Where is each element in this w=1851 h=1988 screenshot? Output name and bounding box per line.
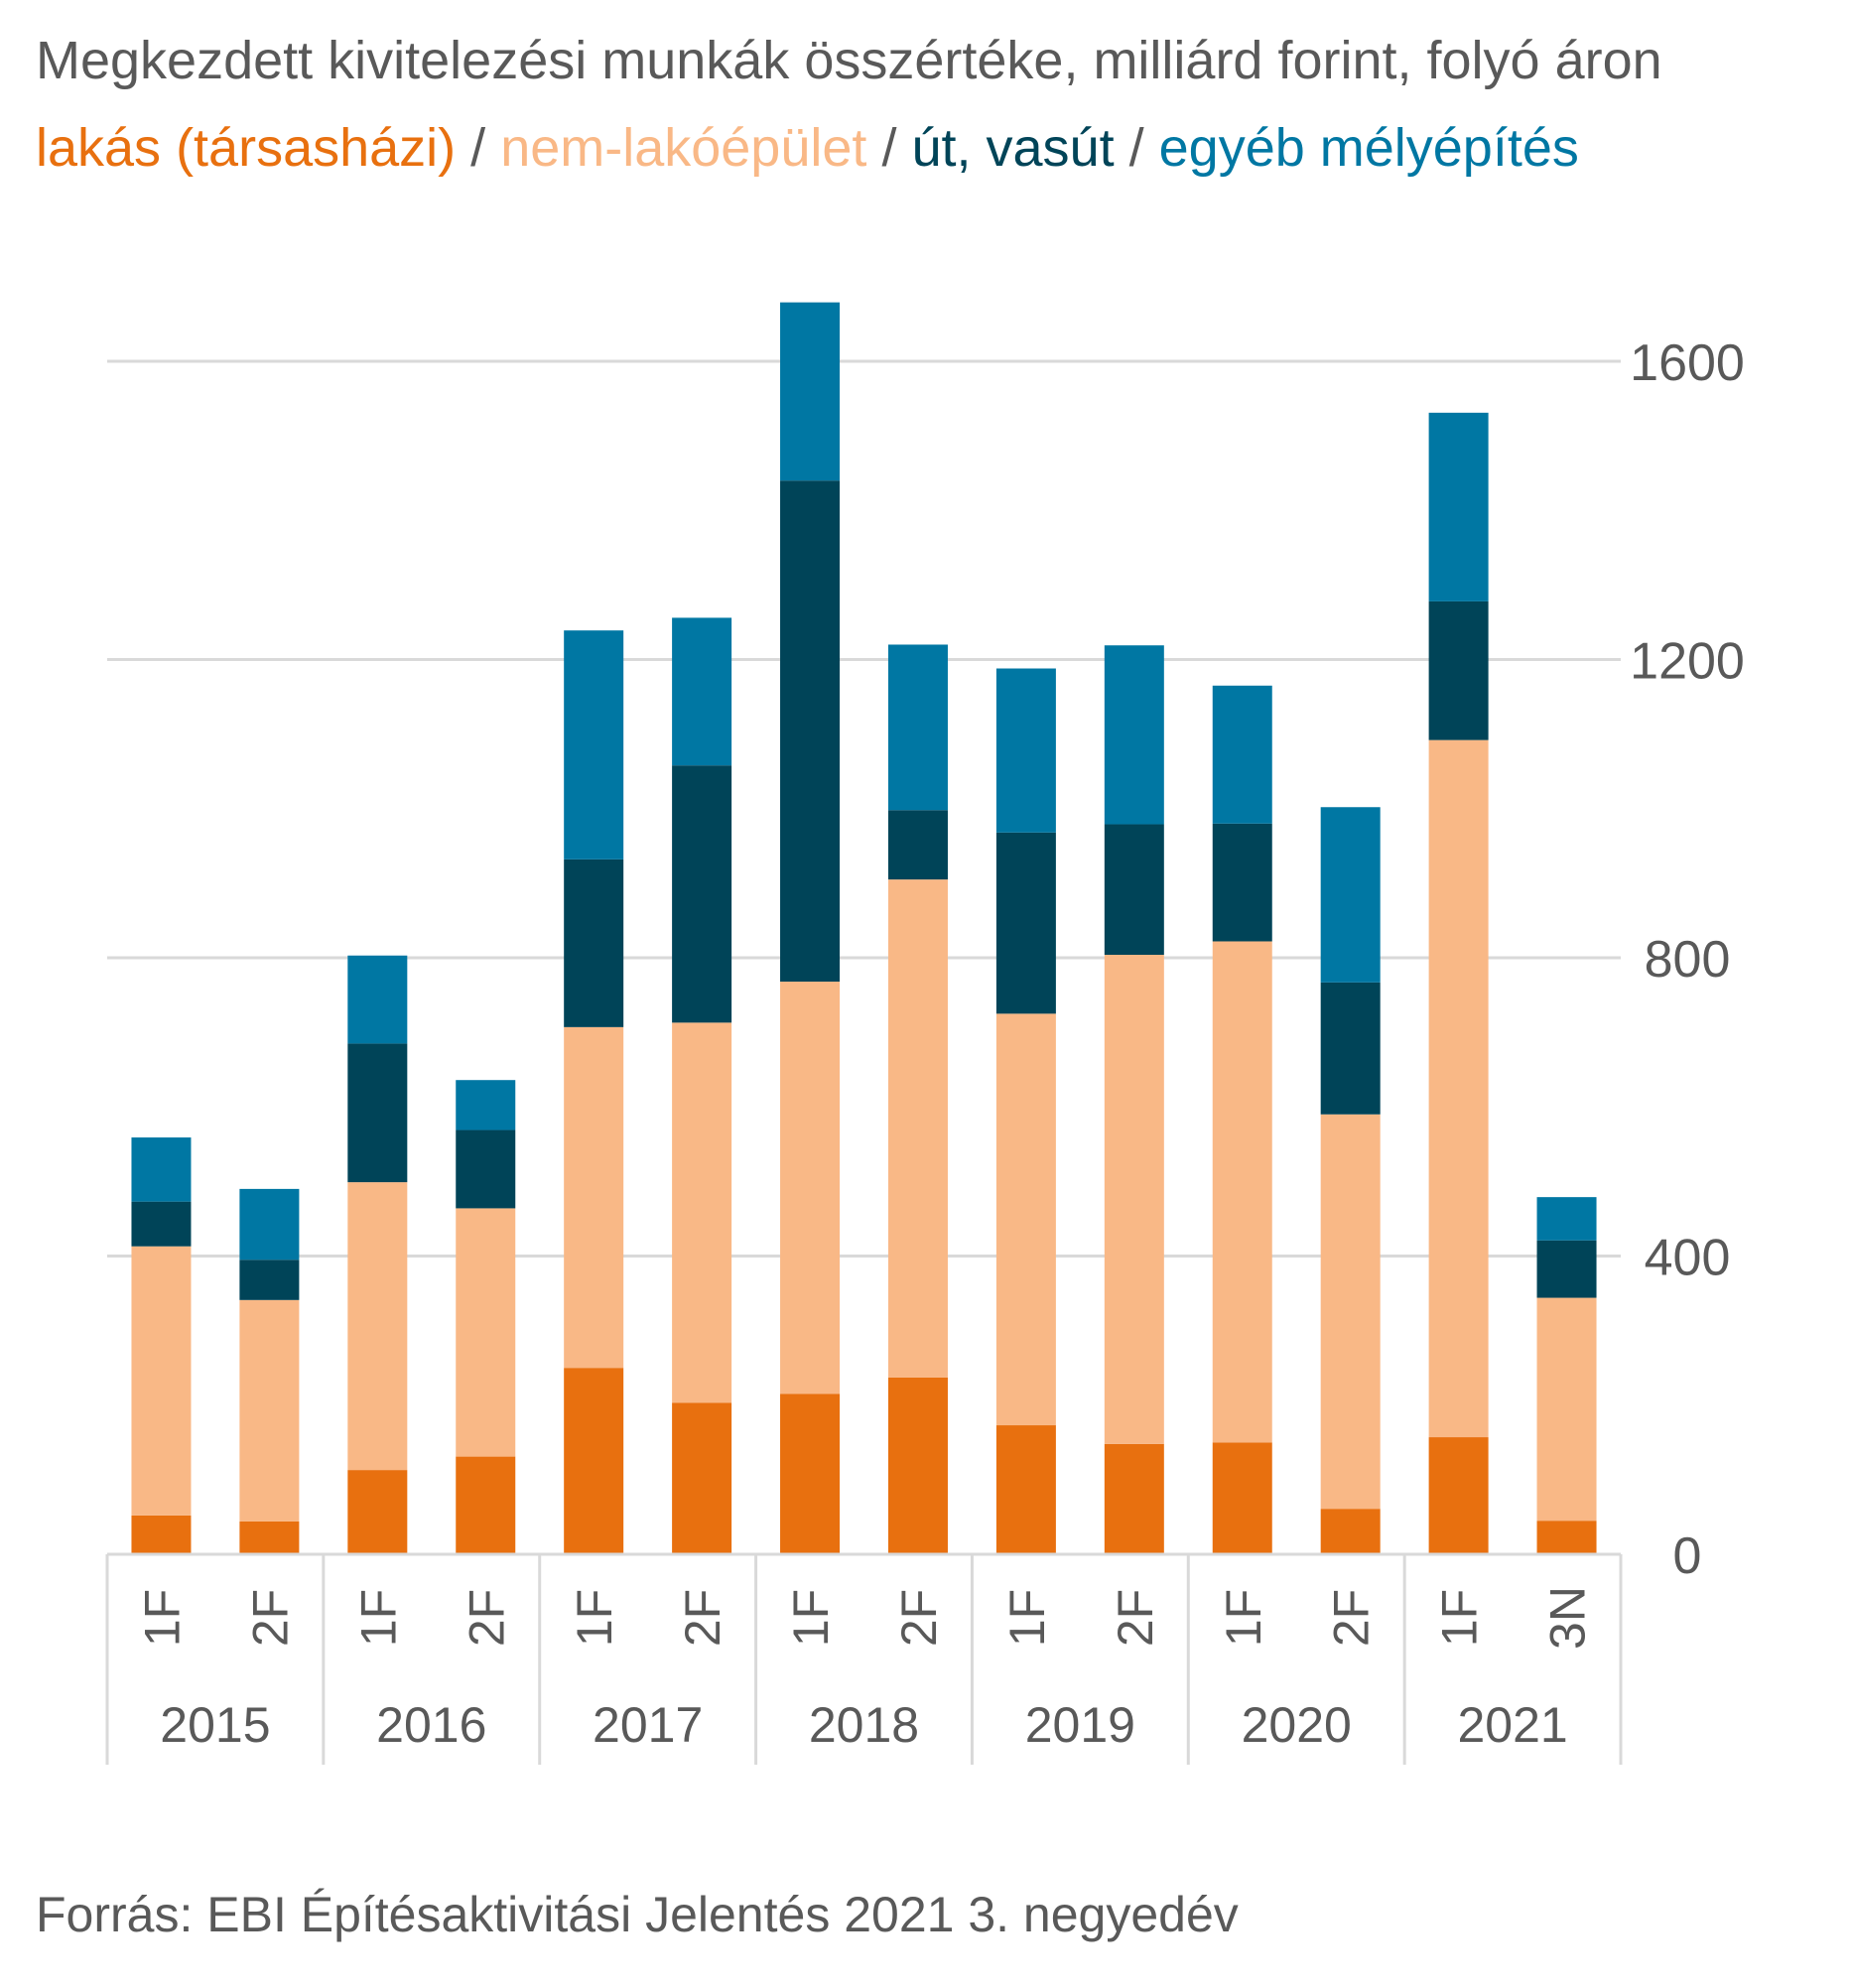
bar-segment xyxy=(564,1026,624,1369)
x-tick-label: 1F xyxy=(999,1589,1055,1647)
x-tick-label: 1F xyxy=(1432,1589,1488,1647)
bar-segment xyxy=(456,1129,516,1209)
legend-item-nem-lakoepulet: nem-lakóépület xyxy=(500,118,867,178)
bar-segment xyxy=(780,982,841,1394)
bar-segment xyxy=(131,1515,192,1554)
bar-segment xyxy=(1212,823,1272,942)
y-tick-label: 1600 xyxy=(1630,334,1745,392)
year-label: 2017 xyxy=(593,1697,703,1753)
x-tick-label: 2F xyxy=(675,1589,730,1647)
year-label: 2019 xyxy=(1025,1697,1135,1753)
legend-item-egyeb-melyepites: egyéb mélyépítés xyxy=(1158,118,1579,178)
y-tick-label: 800 xyxy=(1645,931,1731,989)
bar-segment xyxy=(672,1402,732,1554)
bar-segment xyxy=(1104,645,1164,825)
x-tick-label: 1F xyxy=(1216,1589,1271,1647)
y-tick-label: 0 xyxy=(1673,1527,1702,1585)
bar-segment xyxy=(995,668,1056,833)
bar-segment xyxy=(1104,1443,1164,1554)
bar-segment xyxy=(1212,1442,1272,1554)
bar-segment xyxy=(672,617,732,766)
bar-segment xyxy=(887,879,948,1378)
x-tick-label: 2F xyxy=(1324,1589,1380,1647)
bar-segment xyxy=(995,1013,1056,1426)
x-tick-label: 3N xyxy=(1540,1586,1596,1650)
bar-segment xyxy=(1536,1240,1597,1298)
x-tick-label: 1F xyxy=(783,1589,839,1647)
bar-segment xyxy=(347,955,408,1044)
bar-segment xyxy=(1536,1521,1597,1554)
bar-segment xyxy=(995,832,1056,1014)
legend-item-ut-vasut: út, vasút xyxy=(911,118,1115,178)
bar-segment xyxy=(1536,1197,1597,1241)
bar-segment xyxy=(672,1022,732,1403)
y-tick-label: 400 xyxy=(1645,1230,1731,1287)
x-tick-label: 1F xyxy=(350,1589,406,1647)
bar-segment xyxy=(456,1456,516,1554)
bar-segment xyxy=(1428,412,1489,601)
bar-segment xyxy=(887,810,948,880)
year-label: 2016 xyxy=(376,1697,486,1753)
year-label: 2021 xyxy=(1457,1697,1567,1753)
legend-item-lakas: lakás (társasházi) xyxy=(36,118,457,178)
bar-segment xyxy=(780,1393,841,1554)
bar-segment xyxy=(347,1043,408,1183)
bar-segment xyxy=(780,302,841,481)
bar-segment xyxy=(1212,941,1272,1443)
bar-segment xyxy=(239,1188,300,1260)
y-tick-label: 1200 xyxy=(1630,633,1745,691)
year-label: 2020 xyxy=(1242,1697,1352,1753)
bar-segment xyxy=(1212,685,1272,824)
bar-segment xyxy=(131,1137,192,1202)
bar-segment xyxy=(1428,1437,1489,1554)
bar-segment xyxy=(131,1246,192,1516)
bar-segment xyxy=(564,630,624,860)
chart-title: Megkezdett kivitelezési munkák összérték… xyxy=(36,31,1662,90)
bar-segment xyxy=(780,480,841,983)
legend-separator: / xyxy=(470,118,486,178)
bar-segment xyxy=(1428,600,1489,740)
bar-segment xyxy=(887,1377,948,1554)
bar-segment xyxy=(131,1201,192,1247)
bar-segment xyxy=(672,765,732,1023)
bar-segment xyxy=(1320,982,1381,1115)
bar-segment xyxy=(1320,1509,1381,1554)
x-tick-label: 2F xyxy=(459,1589,514,1647)
x-tick-label: 1F xyxy=(134,1589,190,1647)
x-tick-label: 2F xyxy=(242,1589,298,1647)
bar-segment xyxy=(1320,807,1381,983)
x-tick-label: 2F xyxy=(1108,1589,1163,1647)
bar-segment xyxy=(456,1208,516,1457)
bar-segment xyxy=(564,1368,624,1554)
bar-segment xyxy=(995,1425,1056,1554)
x-tick-label: 1F xyxy=(567,1589,622,1647)
bar-segment xyxy=(1320,1114,1381,1510)
source-note: Forrás: EBI Építésaktivitási Jelentés 20… xyxy=(36,1887,1239,1942)
bar-segment xyxy=(1428,739,1489,1438)
bar-segment xyxy=(239,1259,300,1300)
bar-segment xyxy=(456,1080,516,1130)
x-tick-label: 2F xyxy=(891,1589,947,1647)
legend-separator: / xyxy=(1128,118,1144,178)
bar-segment xyxy=(239,1521,300,1554)
legend: lakás (társasházi) / nem-lakóépület / út… xyxy=(36,117,1579,179)
bar-segment xyxy=(347,1470,408,1554)
bar-segment xyxy=(239,1299,300,1522)
bar-segment xyxy=(1104,954,1164,1444)
bar-segment xyxy=(564,859,624,1027)
year-label: 2015 xyxy=(160,1697,270,1753)
bar-segment xyxy=(1104,824,1164,955)
year-label: 2018 xyxy=(809,1697,919,1753)
legend-separator: / xyxy=(881,118,897,178)
bar-segment xyxy=(887,644,948,811)
bar-segment xyxy=(347,1182,408,1471)
bar-segment xyxy=(1536,1297,1597,1522)
